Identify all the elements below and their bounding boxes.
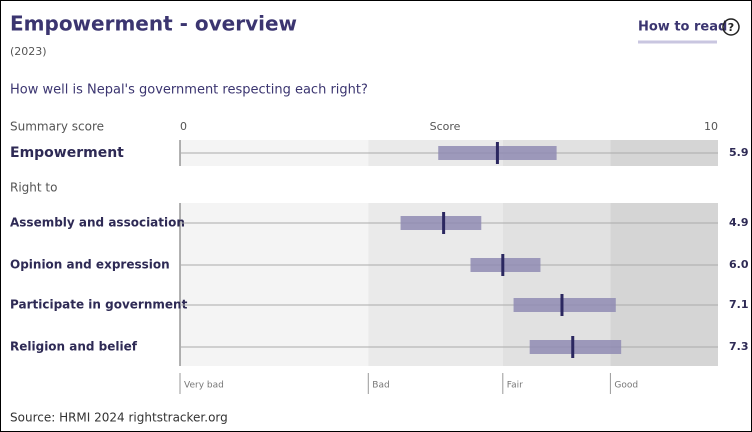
title: Empowerment - overview [10,12,297,36]
band-label: Good [614,381,638,391]
x-tick-label: 0 [180,120,187,133]
row-label: Opinion and expression [10,258,170,272]
row-label: Empowerment [10,145,124,161]
row-label: Assembly and association [10,216,185,230]
range-bar [513,298,616,312]
band-label: Fair [507,381,523,391]
axis-label: Score [430,120,461,133]
band-label: Bad [372,381,389,391]
band [180,203,369,366]
subtitle: (2023) [10,45,47,58]
band-label: Very bad [184,381,224,391]
x-tick-label: 10 [704,120,718,133]
source: Source: HRMI 2024 rightstracker.org [10,411,228,425]
band [610,203,718,366]
range-bar [470,258,541,272]
question: How well is Nepal's government respectin… [10,83,368,98]
summary-label: Summary score [10,120,104,134]
help-icon-circle[interactable] [722,18,740,36]
band [502,203,611,366]
value-label: 6.0 [729,258,749,271]
value-label: 5.9 [729,146,749,159]
value-label: 4.9 [729,216,749,229]
range-bar [400,216,482,230]
value-label: 7.1 [729,298,749,311]
value-label: 7.3 [729,340,749,353]
how-to-read[interactable]: How to read [638,20,727,35]
help-icon[interactable]: ? [728,21,734,34]
range-bar [529,340,622,354]
band [368,203,503,366]
row-label: Participate in government [10,298,188,312]
section-label: Right to [10,181,57,195]
row-label: Religion and belief [10,340,138,354]
